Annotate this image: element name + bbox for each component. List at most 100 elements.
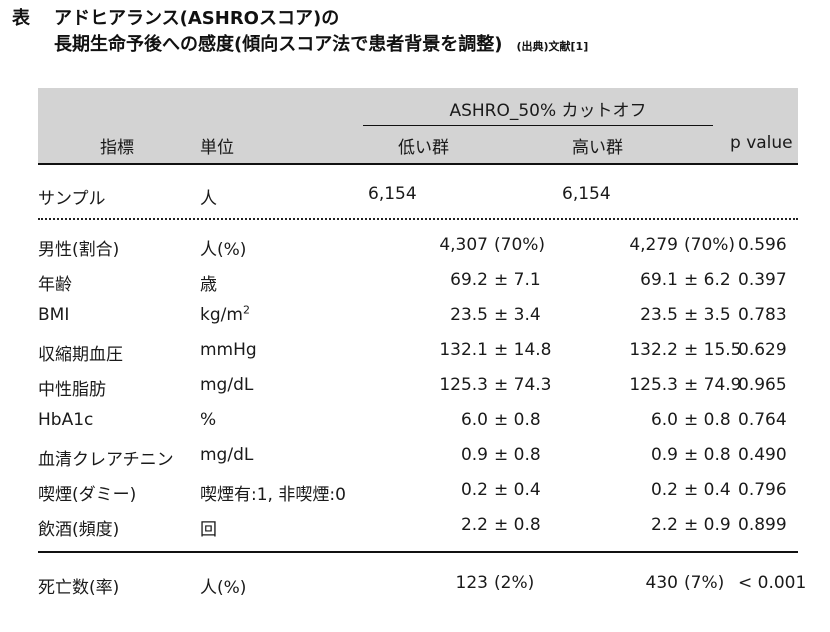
cell-low-sd: ± 0.4	[494, 480, 541, 500]
cell-p-value: 0.783	[738, 305, 787, 325]
cell-indicator: HbA1c	[38, 410, 94, 430]
cell-low-count: 6,154	[368, 184, 417, 204]
cell-low-mean: 4,307	[439, 235, 488, 255]
table-row: BMI kg/m2 23.5 ± 3.4 23.5 ± 3.5 0.783	[38, 299, 798, 333]
cell-indicator: BMI	[38, 305, 70, 325]
cell-p-value: 0.490	[738, 445, 787, 465]
table-caption: 表 アドヒアランス(ASHROスコア)の 長期生命予後への感度(傾向スコア法で患者…	[12, 6, 588, 60]
cell-indicator: 収縮期血圧	[38, 345, 123, 365]
cell-unit: kg/m2	[200, 303, 250, 325]
cell-low-mean: 23.5	[450, 305, 488, 325]
cell-low-sd: ± 0.8	[494, 515, 541, 535]
cell-high-sd: (70%)	[684, 235, 736, 255]
cell-p-value: < 0.001	[738, 573, 807, 593]
cell-p-value: 0.796	[738, 480, 787, 500]
cell-unit: 人(%)	[200, 578, 247, 598]
caption-title-line2: 長期生命予後への感度(傾向スコア法で患者背景を調整)	[54, 34, 503, 55]
table-row: 中性脂肪 mg/dL 125.3 ± 74.3 125.3 ± 74.9 0.9…	[38, 369, 798, 403]
cell-low-sd: ± 0.8	[494, 410, 541, 430]
cell-low-mean: 0.2	[460, 480, 488, 500]
table-row: 飲酒(頻度) 回 2.2 ± 0.8 2.2 ± 0.9 0.899	[38, 509, 798, 543]
cell-unit: 回	[200, 520, 217, 540]
cell-low-mean: 132.1	[439, 340, 488, 360]
cell-low-sd: ± 14.8	[494, 340, 552, 360]
cell-low-sd: ± 74.3	[494, 375, 552, 395]
cell-p-value: 0.764	[738, 410, 787, 430]
cell-indicator: サンプル	[38, 189, 106, 209]
cell-low-sd: (2%)	[494, 573, 535, 593]
cell-unit: 歳	[200, 275, 217, 295]
cell-high-mean: 4,279	[629, 235, 678, 255]
column-header-indicator: 指標	[100, 138, 134, 158]
cell-indicator: 中性脂肪	[38, 380, 106, 400]
cell-high-count: 6,154	[562, 184, 611, 204]
table-row-mortality: 死亡数(率) 人(%) 123 (2%) 430 (7%) < 0.001	[38, 567, 806, 601]
cell-high-mean: 69.1	[640, 270, 678, 290]
table-row: 喫煙(ダミー) 喫煙有:1, 非喫煙:0 0.2 ± 0.4 0.2 ± 0.4…	[38, 474, 798, 508]
cell-high-sd: ± 15.5	[684, 340, 742, 360]
cell-high-sd: ± 0.8	[684, 410, 731, 430]
cell-high-mean: 2.2	[650, 515, 678, 535]
cell-high-sd: ± 6.2	[684, 270, 731, 290]
table-row: 血清クレアチニン mg/dL 0.9 ± 0.8 0.9 ± 0.8 0.490	[38, 439, 798, 473]
column-header-p-value: p value	[730, 133, 793, 153]
cell-p-value: 0.397	[738, 270, 787, 290]
cell-unit: mmHg	[200, 340, 257, 360]
table-row: 収縮期血圧 mmHg 132.1 ± 14.8 132.2 ± 15.5 0.6…	[38, 334, 798, 368]
caption-line-1: 表 アドヒアランス(ASHROスコア)の	[12, 6, 588, 32]
column-header-unit: 単位	[200, 138, 234, 158]
cell-unit: 人	[200, 189, 217, 209]
cell-high-sd: ± 0.8	[684, 445, 731, 465]
cell-low-mean: 123	[455, 573, 488, 593]
cell-high-sd: ± 3.5	[684, 305, 731, 325]
mortality-divider	[38, 551, 798, 553]
cell-indicator: 男性(割合)	[38, 240, 120, 260]
cell-high-mean: 0.2	[650, 480, 678, 500]
cell-p-value: 0.596	[738, 235, 787, 255]
cell-high-mean: 0.9	[650, 445, 678, 465]
cell-low-mean: 6.0	[460, 410, 488, 430]
unit-base: kg/m	[200, 305, 243, 325]
column-header-high-group: 高い群	[572, 138, 623, 158]
caption-line-2: 長期生命予後への感度(傾向スコア法で患者背景を調整) (出典)文献[1]	[12, 32, 588, 60]
cell-indicator: 死亡数(率)	[38, 578, 120, 598]
cell-low-mean: 2.2	[460, 515, 488, 535]
cell-high-mean: 23.5	[640, 305, 678, 325]
cell-high-sd: (7%)	[684, 573, 725, 593]
cell-high-mean: 132.2	[629, 340, 678, 360]
cell-low-mean: 0.9	[460, 445, 488, 465]
sample-divider	[38, 218, 798, 220]
cell-high-mean: 6.0	[650, 410, 678, 430]
column-header-low-group: 低い群	[398, 138, 449, 158]
cell-high-sd: ± 0.9	[684, 515, 731, 535]
caption-prefix: 表	[12, 8, 30, 29]
table-row-sample: サンプル 人 6,154 6,154	[38, 178, 798, 212]
cell-high-sd: ± 0.4	[684, 480, 731, 500]
cell-indicator: 年齢	[38, 275, 72, 295]
cell-indicator: 血清クレアチニン	[38, 450, 174, 470]
cell-indicator: 飲酒(頻度)	[38, 520, 120, 540]
cell-high-sd: ± 74.9	[684, 375, 742, 395]
cell-p-value: 0.899	[738, 515, 787, 535]
cell-low-sd: (70%)	[494, 235, 546, 255]
caption-title-line1: アドヒアランス(ASHROスコア)の	[54, 8, 340, 29]
cell-low-mean: 125.3	[439, 375, 488, 395]
cell-low-sd: ± 0.8	[494, 445, 541, 465]
cell-unit: mg/dL	[200, 445, 254, 465]
caption-source: (出典)文献[1]	[516, 40, 589, 53]
cell-unit: 喫煙有:1, 非喫煙:0	[200, 485, 346, 505]
cell-indicator: 喫煙(ダミー)	[38, 485, 137, 505]
cell-low-sd: ± 3.4	[494, 305, 541, 325]
cell-low-mean: 69.2	[450, 270, 488, 290]
cell-high-mean: 125.3	[629, 375, 678, 395]
cell-unit: %	[200, 410, 217, 430]
table-row: 男性(割合) 人(%) 4,307 (70%) 4,279 (70%) 0.59…	[38, 229, 798, 263]
cell-unit: mg/dL	[200, 375, 254, 395]
unit-superscript: 2	[242, 303, 250, 317]
group-header: ASHRO_50% カットオフ	[449, 101, 647, 121]
cell-low-sd: ± 7.1	[494, 270, 541, 290]
header-bottom-rule	[38, 163, 798, 165]
cell-unit: 人(%)	[200, 240, 247, 260]
group-header-rule	[363, 125, 713, 126]
